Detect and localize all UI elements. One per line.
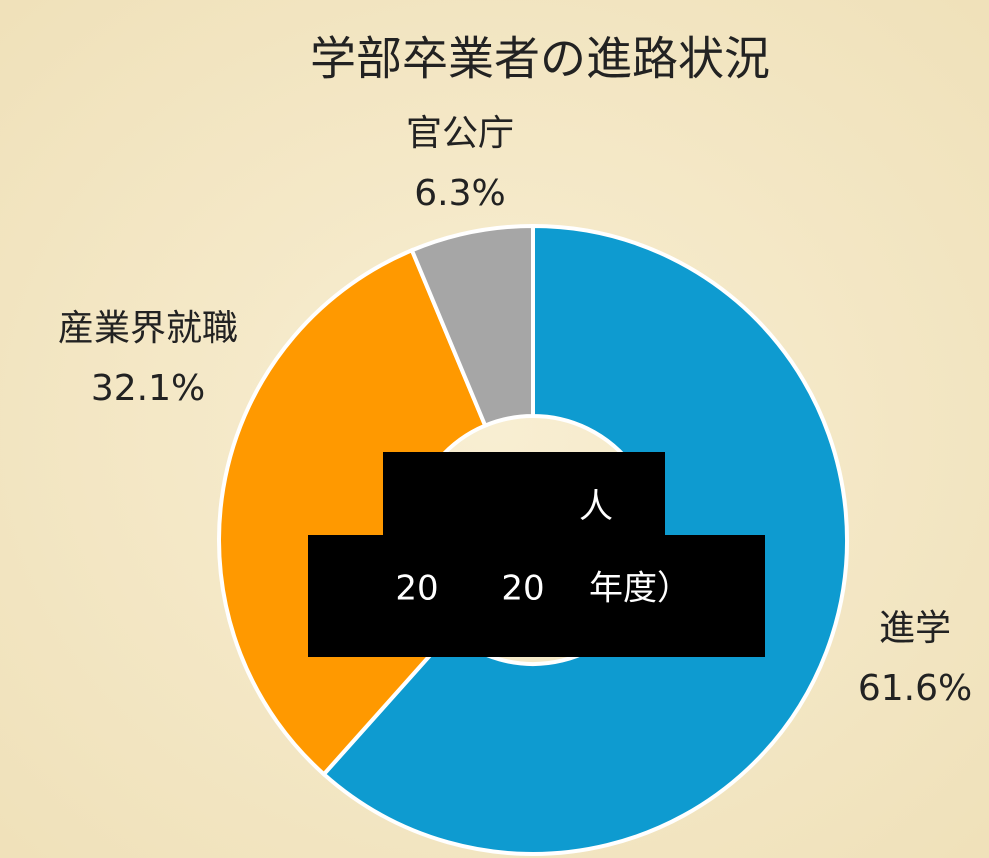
center-text: 年度） [589,569,691,609]
donut-slice [409,223,535,429]
value-label: 32.1% [91,368,205,409]
category-label: 官公庁 [406,113,514,154]
category-label: 産業界就職 [58,308,238,349]
center-text: 20 [395,569,438,609]
value-label: 61.6% [858,668,972,709]
redaction [308,535,765,657]
redaction [383,452,665,536]
chart-title: 学部卒業者の進路状況 [310,32,770,86]
center-text: 人 [579,487,613,527]
category-label: 進学 [879,608,951,649]
center-text: 20 [501,569,544,609]
value-label: 6.3% [414,173,505,214]
